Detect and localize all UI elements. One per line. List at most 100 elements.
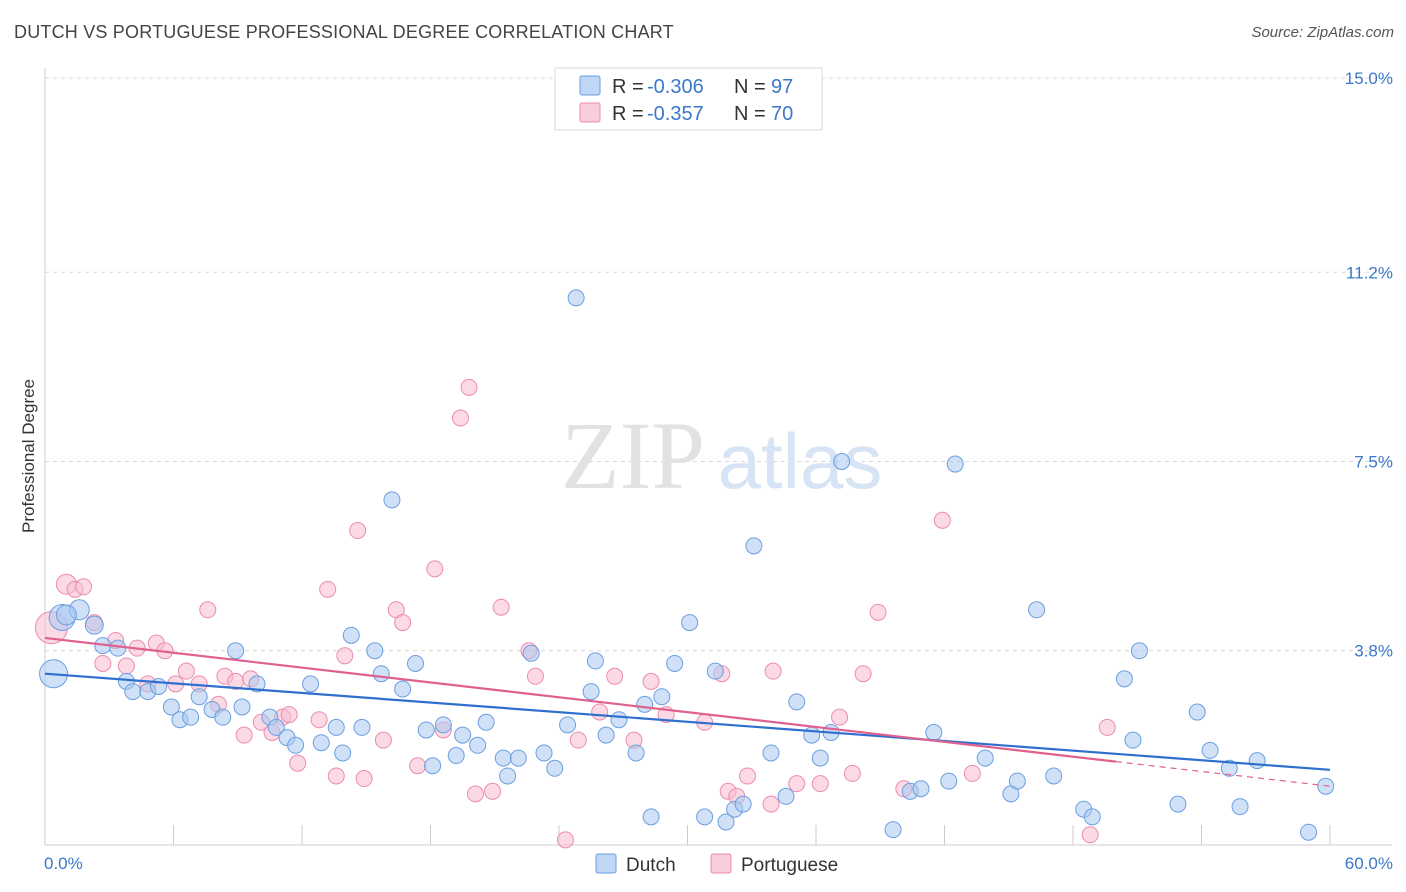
dutch-point-50: [586, 652, 604, 670]
dutch-point-18: [248, 675, 266, 693]
dutch-point-28: [353, 718, 371, 736]
legend-swatch-dutch: [579, 75, 601, 96]
dutch-point-77: [946, 455, 964, 473]
legend-portuguese-n-label: N =: [734, 103, 766, 125]
dutch-point-22: [287, 736, 305, 754]
dutch-point-47: [559, 716, 577, 734]
dutch-point-88: [1169, 795, 1187, 813]
dutch-point-35: [424, 757, 442, 775]
portuguese-point-13: [177, 662, 195, 680]
portuguese-point-68: [1098, 718, 1116, 736]
dutch-point-31: [383, 491, 401, 509]
dutch-point-38: [454, 726, 472, 744]
portuguese-point-15: [199, 601, 217, 619]
bottom-legend-dutch: Dutch: [626, 855, 676, 876]
dutch-point-43: [509, 749, 527, 767]
dutch-point-81: [1028, 601, 1046, 619]
portuguese-trend-line: [44, 636, 1116, 763]
dutch-point-42: [499, 767, 517, 785]
dutch-point-34: [417, 721, 435, 739]
portuguese-point-35: [409, 757, 427, 775]
dutch-point-44: [522, 644, 540, 662]
portuguese-point-38: [451, 409, 469, 427]
portuguese-point-7: [117, 657, 135, 675]
dutch-point-29: [366, 642, 384, 660]
portuguese-point-5: [94, 654, 112, 672]
dutch-point-36: [434, 716, 452, 734]
bottom-legend-portuguese: Portuguese: [741, 855, 838, 876]
dutch-point-57: [666, 654, 684, 672]
portuguese-point-46: [569, 731, 587, 749]
dutch-point-54: [636, 695, 654, 713]
y-axis-label: Professional Degree: [19, 379, 38, 533]
dutch-point-93: [1248, 752, 1266, 770]
portuguese-point-19: [235, 726, 253, 744]
portuguese-point-25: [289, 754, 307, 772]
watermark-zip: ZIP: [561, 402, 705, 509]
trend-lines: [44, 636, 1331, 787]
dutch-point-56: [653, 688, 671, 706]
dutch-point-85: [1115, 670, 1133, 688]
portuguese-point-31: [355, 770, 373, 788]
dutch-point-10: [162, 698, 180, 716]
portuguese-point-42: [492, 598, 510, 616]
dutch-point-80: [1008, 772, 1026, 790]
dutch-point-96: [55, 604, 77, 626]
legend-dutch-n-label: N =: [734, 76, 766, 98]
dutch-point-33: [407, 654, 425, 672]
dutch-point-82: [1045, 767, 1063, 785]
legend-swatch-portuguese: [579, 102, 601, 123]
y-tick-label-1: 7.5%: [1354, 453, 1393, 472]
dutch-point-94: [1300, 823, 1318, 841]
dutch-point-46: [546, 759, 564, 777]
dutch-point-17: [233, 698, 251, 716]
dutch-point-58: [681, 614, 699, 632]
portuguese-point-36: [426, 560, 444, 578]
portuguese-point-48: [606, 667, 624, 685]
grid-lines: [45, 77, 1392, 652]
portuguese-point-66: [963, 764, 981, 782]
dutch-point-76: [940, 772, 958, 790]
dutch-point-41: [494, 749, 512, 767]
y-tick-label-3: 15.0%: [1345, 69, 1393, 88]
dutch-point-89: [1188, 703, 1206, 721]
portuguese-point-47: [591, 703, 609, 721]
portuguese-point-67: [1081, 826, 1099, 844]
dutch-point-90: [1201, 741, 1219, 759]
dutch-point-55: [642, 808, 660, 826]
dutch-point-71: [833, 453, 851, 470]
dutch-point-25: [327, 718, 345, 736]
chart-source: Source: ZipAtlas.com: [1251, 24, 1394, 41]
portuguese-point-65: [933, 511, 951, 529]
dutch-point-3: [84, 615, 104, 635]
portuguese-point-39: [460, 378, 478, 396]
portuguese-point-34: [394, 614, 412, 632]
dutch-point-59: [696, 808, 714, 826]
portuguese-point-44: [526, 667, 544, 685]
portuguese-point-28: [327, 767, 345, 785]
dutch-point-87: [1130, 642, 1148, 660]
portuguese-point-26: [310, 711, 328, 729]
dutch-point-30: [372, 665, 390, 683]
dutch-point-24: [312, 734, 330, 752]
dutch-point-68: [803, 726, 821, 744]
dutch-point-60: [706, 662, 724, 680]
dutch-point-75: [925, 724, 943, 742]
dutch-point-13: [190, 688, 208, 706]
dutch-point-12: [182, 708, 200, 726]
dutch-point-52: [610, 711, 628, 729]
y-tick-label-2: 11.2%: [1346, 263, 1393, 282]
dutch-point-7: [124, 683, 142, 701]
portuguese-point-3: [75, 578, 93, 596]
dutch-point-66: [777, 787, 795, 805]
portuguese-point-59: [811, 775, 829, 793]
watermark-atlas: atlas: [718, 417, 883, 505]
dutch-point-51: [597, 726, 615, 744]
dutch-point-32: [394, 680, 412, 698]
portuguese-point-32: [374, 731, 392, 749]
legend-dutch-r-label: R =: [612, 76, 644, 98]
x-tick-label-start: 0.0%: [44, 854, 83, 873]
portuguese-point-57: [762, 795, 780, 813]
legend: R = -0.306 N = 97 R = -0.357 N = 70: [554, 67, 823, 131]
